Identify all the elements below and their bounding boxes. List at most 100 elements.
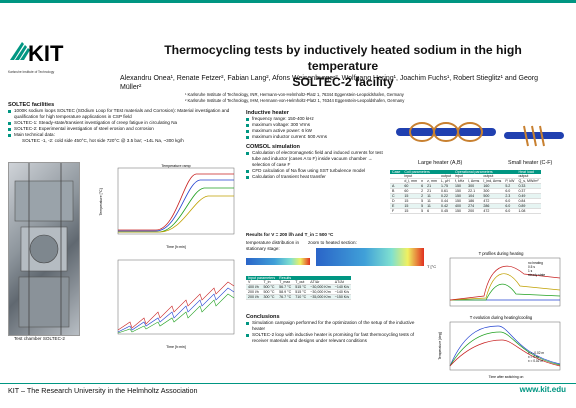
footer-divider	[0, 383, 576, 384]
params-group-coil: Coil parameters	[402, 170, 453, 174]
params-row-cell: 0.45	[438, 208, 453, 214]
chart2-sawtooth-1	[117, 281, 235, 331]
params-row-cell: 0.37	[516, 188, 541, 194]
params-row-cell: 200	[466, 208, 482, 214]
params-row-cell: 104	[466, 193, 482, 199]
chart2-frame	[117, 259, 235, 335]
params-row-cell: 286	[481, 203, 504, 209]
coil-parameters-table: Case Coil parameters Operational paramet…	[390, 170, 541, 214]
params-header: z, mm	[425, 178, 439, 184]
results-row-cell: ~140 K/s	[332, 284, 352, 290]
results-row-cell: ~30,000 K/m	[308, 289, 333, 295]
params-row-cell: 6	[425, 208, 439, 214]
temperature-distribution-image	[246, 258, 310, 265]
top-accent-bar	[0, 0, 576, 3]
params-row-cell: 2	[419, 188, 426, 194]
results-row: 400 l/h 500 °C 56.7 °C 515 °C ~30,000 K/m ~14…	[246, 284, 352, 290]
params-row-cell: 274	[466, 203, 482, 209]
results-row-cell: 515 °C	[293, 284, 309, 290]
params-row-cell: 300	[466, 183, 482, 189]
tevolution-legend-1: x = -0.02 m	[528, 351, 544, 355]
params-row-cell: A	[390, 183, 403, 189]
soltec-bullet-3: SOLTEC-2: Experimental investigation of …	[8, 126, 238, 132]
params-row: D 15 5 11 0.44 150 186 472 6.0 0.84	[390, 198, 541, 204]
heater-bullet-4: maximum inductor current: 500 Arms	[246, 134, 386, 140]
params-row-cell: 21	[425, 183, 439, 189]
heater-heading: Inductive heater	[246, 110, 289, 116]
conclusions-section: Conclusions Simulation campaign performe…	[246, 314, 418, 344]
tevolution-ylabel: Temperature [deg]	[438, 332, 442, 360]
chart1-title: Temperature ramp	[161, 164, 190, 168]
params-row-cell: 6.0	[503, 198, 517, 204]
cycling-chart: Time [h:min]	[96, 256, 240, 352]
params-group-operational: Operational parameters	[452, 170, 517, 174]
params-row-cell: 15	[402, 193, 420, 199]
heater-bullet-1: frequency range: 150-400 kHz	[246, 116, 386, 122]
params-row-cell: 0.89	[516, 203, 541, 209]
params-header: d_i, mm	[402, 178, 420, 184]
params-subgroup: input	[402, 174, 439, 179]
results-row-cell: 56.7 °C	[277, 284, 294, 290]
params-row-cell: 11	[425, 193, 439, 199]
tevolution-xlabel: Time after switching on	[489, 375, 524, 379]
params-row-cell: 11	[425, 198, 439, 204]
results-header: ΔT/Δr	[308, 280, 333, 285]
conclusions-bullet-2: SOLTEC-2 loop with inductive heater is p…	[246, 332, 418, 344]
params-row-cell: 150	[452, 183, 467, 189]
params-row-cell: 400	[452, 203, 467, 209]
conclusions-heading: Conclusions	[246, 314, 280, 320]
test-chamber-drawing	[14, 163, 74, 335]
params-row-cell: 160	[481, 183, 504, 189]
results-row-cell: 400 l/h	[246, 284, 262, 290]
params-row-cell: 11	[425, 203, 439, 209]
logo-subtitle: Karlsruhe Institute of Technology	[8, 70, 55, 74]
tevolution-legend: x = -0.02 m x = 0 m x = 0.02 m	[528, 351, 544, 363]
chart2-sawtooth-2	[117, 287, 235, 333]
results-header: T_out	[293, 280, 309, 285]
tevolution-title: T evolution during heating/cooling	[470, 315, 533, 320]
params-row: E 15 5 11 0.42 400 274 286 6.0 0.89	[390, 203, 541, 209]
params-row-cell: F	[390, 208, 403, 214]
params-header: Q_s, MW/m²	[516, 178, 541, 184]
params-subgroup	[390, 174, 403, 179]
params-header	[390, 178, 403, 184]
results-row-cell: 200 l/h	[246, 294, 262, 300]
tprofile-legend-2: 0.5 s	[528, 265, 535, 269]
title-line-1: Thermocycling tests by inductively heate…	[164, 43, 522, 73]
tprofile-title: T profiles during heating	[479, 251, 525, 256]
soltec-heading: SOLTEC facilities	[8, 102, 55, 108]
params-row-cell: 472	[481, 198, 504, 204]
tprofile-curve-4	[449, 266, 561, 301]
svg-text:KIT: KIT	[28, 41, 64, 66]
params-row-cell: 6.0	[503, 203, 517, 209]
tprofile-legend: no heating 0.5 s 1 s steady state	[528, 261, 545, 277]
params-row-cell: 60	[402, 188, 420, 194]
tprofile-curve-2	[450, 283, 561, 301]
params-row-cell: 150	[452, 208, 467, 214]
heater-bullet-3: maximum active power: 6 kW	[246, 128, 386, 134]
tprofile-legend-4: steady state	[528, 273, 545, 277]
params-header: f, kHz	[452, 178, 467, 184]
params-row-cell: 6.0	[503, 188, 517, 194]
tprofile-curve-3	[449, 273, 561, 301]
params-row-cell: 1.08	[516, 208, 541, 214]
params-row-cell: 472	[481, 208, 504, 214]
params-row-cell: 15	[402, 198, 420, 204]
results-table: Input parameters Results V T_in T_max T_…	[246, 276, 352, 300]
cycling-chart-svg: Time [h:min]	[117, 259, 235, 349]
t-evolution-chart: T evolution during heating/cooling Time …	[436, 314, 566, 382]
t-evolution-svg: T evolution during heating/cooling Time …	[438, 315, 561, 379]
params-subgroup: input	[452, 174, 482, 179]
poster-title: Thermocycling tests by inductively heate…	[128, 42, 558, 90]
results-header: ΔT/Δt	[332, 280, 352, 285]
footer-text: KIT – The Research University in the Hel…	[8, 386, 198, 395]
params-header: n	[419, 178, 426, 184]
soltec-bullet-4: Main technical data:	[8, 132, 238, 138]
results-row-cell: ~30,000 K/m	[308, 284, 333, 290]
test-chamber-photo	[8, 162, 80, 336]
chart1-ylabel: Temperature [°C]	[99, 188, 103, 215]
tprofile-legend-3: 1 s	[528, 269, 533, 273]
params-row: B 60 2 21 0.61 150 22.1 300 6.0 0.37	[390, 188, 541, 194]
conclusions-bullet-1: Simulation campaign performed for the op…	[246, 320, 418, 332]
results-row-cell: ~150 K/s	[332, 294, 352, 300]
